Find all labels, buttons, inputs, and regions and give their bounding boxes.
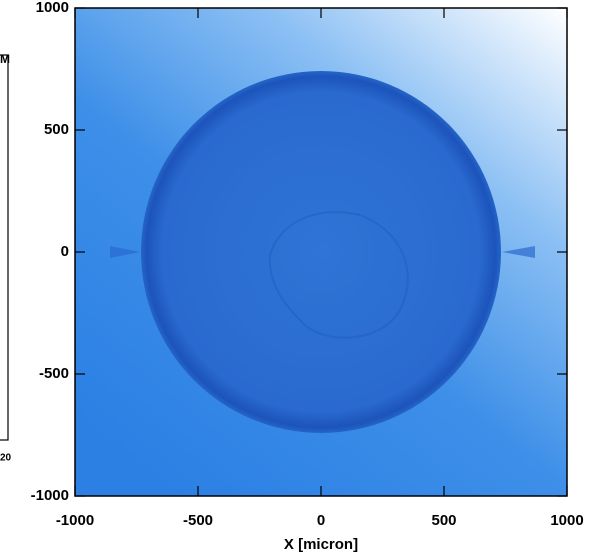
image-disk bbox=[141, 71, 501, 433]
x-tick-label: 0 bbox=[317, 512, 325, 529]
y-tick-label: -500 bbox=[39, 365, 69, 382]
image-feature bbox=[268, 210, 409, 339]
y-tick-label: 0 bbox=[61, 243, 69, 260]
annotation: 20 bbox=[0, 453, 12, 464]
side-panel: M 20 bbox=[0, 52, 12, 464]
x-tick-label: -1000 bbox=[56, 512, 94, 529]
x-tick-label: 500 bbox=[431, 512, 456, 529]
y-tick-label: 1000 bbox=[36, 0, 69, 16]
plot-area bbox=[74, 7, 568, 497]
x-tick-label: 1000 bbox=[550, 512, 583, 529]
y-tick-label: 500 bbox=[44, 121, 69, 138]
x-axis-label: X [micron] bbox=[284, 536, 358, 553]
y-tick-label: -1000 bbox=[31, 487, 69, 504]
panel-frame bbox=[0, 54, 9, 441]
annotation: M bbox=[0, 52, 10, 66]
x-tick-label: -500 bbox=[183, 512, 213, 529]
